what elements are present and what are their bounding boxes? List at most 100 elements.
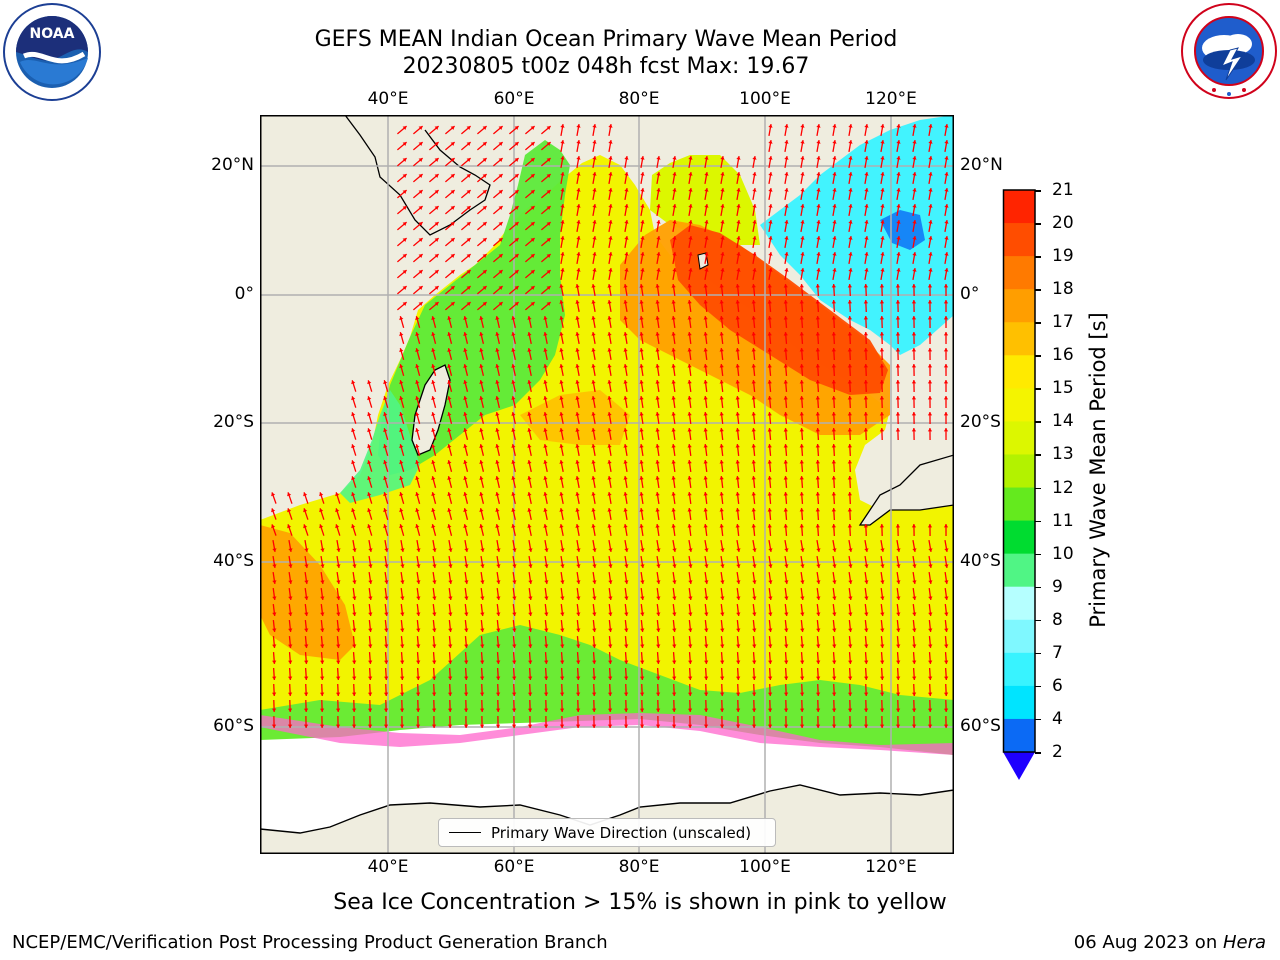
wave-arrow-head (464, 676, 469, 680)
wave-arrow-head (495, 444, 500, 448)
wave-arrow-head (800, 156, 805, 160)
wave-arrow-head (768, 644, 773, 648)
wave-arrow-head (415, 348, 420, 353)
wave-arrow-head (784, 596, 789, 600)
wave-arrow-head (768, 140, 773, 144)
wave-arrow-head (415, 396, 420, 401)
wave-arrow-head (848, 612, 853, 616)
wave-arrow-head (498, 174, 503, 178)
wave-arrow-head (639, 692, 645, 696)
wave-arrow-head (591, 348, 596, 352)
wave-arrow-head (944, 596, 949, 600)
wave-arrow-head (703, 316, 708, 320)
wave-arrow-head (351, 412, 356, 417)
wave-arrow-head (351, 692, 357, 696)
wave-arrow-head (546, 142, 551, 146)
wave-arrow-head (320, 612, 325, 616)
wave-arrow-head (864, 140, 869, 144)
wave-arrow-head (720, 220, 725, 224)
wave-arrow-head (431, 412, 436, 417)
wave-arrow-head (848, 628, 853, 632)
wave-arrow-head (495, 396, 500, 400)
wave-arrow-head (879, 364, 885, 368)
wave-arrow-head (768, 220, 773, 224)
wave-arrow-head (466, 206, 471, 210)
wave-arrow-head (480, 580, 485, 584)
wave-arrow-head (639, 396, 644, 400)
wave-arrow-head (434, 238, 439, 242)
sri-lanka (697, 252, 709, 270)
wave-arrow-head (703, 708, 709, 712)
wave-arrow-head (863, 428, 869, 432)
wave-arrow-head (576, 252, 581, 256)
wave-arrow-head (847, 508, 853, 512)
wave-arrow-head (912, 580, 917, 584)
wave-arrow-head (687, 332, 692, 336)
wave-arrow-head (591, 492, 596, 496)
wave-arrow-head (352, 644, 357, 648)
wave-arrow-head (879, 332, 885, 336)
wave-arrow-head (655, 508, 660, 512)
wave-arrow-head (800, 252, 805, 256)
wave-arrow-head (783, 412, 788, 416)
wave-arrow-head (832, 188, 837, 192)
wave-period-map (260, 115, 954, 854)
wave-arrow-head (511, 476, 516, 480)
wave-arrow-head (831, 396, 836, 400)
wave-arrow-head (720, 596, 725, 600)
wave-arrow-head (911, 428, 917, 432)
ice-edge-fringe (260, 713, 954, 755)
wave-arrow-head (864, 564, 869, 568)
wave-arrow-head (751, 724, 757, 728)
wave-arrow-head (546, 238, 551, 242)
colorbar-tick-label: 13 (1052, 444, 1074, 465)
wave-arrow-head (592, 204, 597, 208)
map-title: GEFS MEAN Indian Ocean Primary Wave Mean… (314, 27, 898, 52)
wave-arrow-head (512, 596, 517, 600)
wave-arrow-head (303, 724, 309, 728)
wave-arrow-head (624, 172, 629, 176)
wave-arrow-head (367, 380, 372, 385)
wave-arrow-head (463, 708, 469, 712)
wave-arrow-head (800, 140, 805, 144)
wave-arrow-head (928, 660, 933, 664)
wave-arrow-head (896, 580, 901, 584)
wave-arrow-head (928, 268, 933, 272)
wave-arrow-head (816, 612, 821, 616)
wave-arrow-head (815, 492, 820, 496)
wave-arrow-head (719, 380, 724, 384)
wave-arrow-head (479, 524, 484, 528)
colorbar-tick-label: 17 (1052, 312, 1074, 333)
wave-arrow-head (415, 460, 420, 465)
map-legend: Primary Wave Direction (unscaled) (438, 818, 776, 847)
wave-arrow-head (831, 380, 836, 384)
wave-arrow-head (480, 676, 485, 680)
wave-arrow-head (546, 206, 551, 210)
wave-arrow-head (783, 396, 788, 400)
wave-arrow-head (560, 548, 565, 552)
wave-arrow-head (543, 348, 548, 352)
wave-arrow-head (575, 508, 580, 512)
wave-arrow-head (624, 252, 629, 256)
wave-arrow-head (832, 156, 837, 160)
colorbar-swatch (1003, 190, 1035, 224)
wave-arrow-head (928, 676, 933, 680)
wave-arrow-head (575, 524, 580, 528)
wave-arrow-head (399, 476, 404, 481)
wave-arrow-head (527, 444, 532, 448)
wave-arrow-head (895, 524, 901, 528)
wave-arrow-head (400, 612, 405, 616)
wave-arrow-head (944, 204, 949, 208)
wave-arrow-head (703, 724, 709, 728)
wave-arrow-head (607, 476, 612, 480)
wave-arrow-head (530, 142, 535, 146)
wave-arrow-head (560, 172, 565, 176)
wave-arrow-head (687, 412, 692, 416)
wave-arrow-head (880, 220, 885, 224)
wave-arrow-head (527, 492, 532, 496)
wave-arrow-head (544, 628, 549, 632)
colorbar-tick-mark (1035, 553, 1041, 556)
colorbar-tick-mark (1035, 421, 1041, 423)
wave-arrow-head (623, 300, 628, 304)
wave-arrow-head (864, 172, 869, 176)
